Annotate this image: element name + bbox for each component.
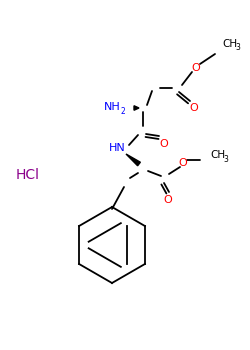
Text: 3: 3 — [223, 154, 228, 163]
Text: CH: CH — [222, 39, 237, 49]
Text: O: O — [192, 63, 200, 73]
Text: HN: HN — [109, 143, 126, 153]
Text: 3: 3 — [235, 43, 240, 52]
Polygon shape — [134, 106, 139, 110]
Text: NH: NH — [104, 102, 121, 112]
Text: O: O — [190, 103, 198, 113]
Text: CH: CH — [210, 150, 225, 160]
Polygon shape — [126, 154, 140, 166]
Text: 2: 2 — [120, 107, 125, 117]
Text: O: O — [160, 139, 168, 149]
Text: O: O — [178, 158, 188, 168]
Text: O: O — [164, 195, 172, 205]
Text: HCl: HCl — [16, 168, 40, 182]
